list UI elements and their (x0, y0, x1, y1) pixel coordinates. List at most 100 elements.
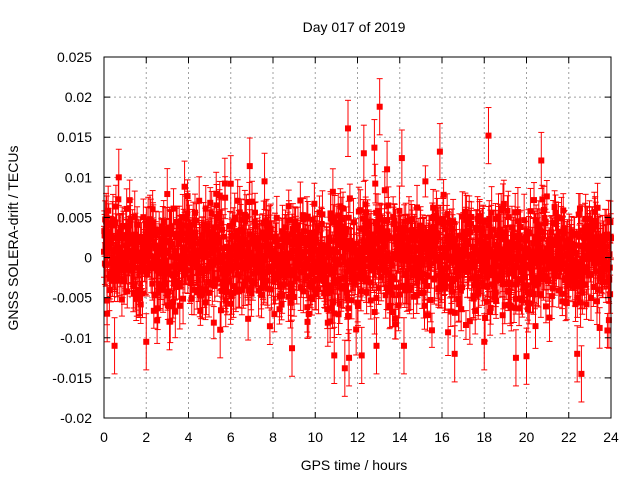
marker (168, 223, 175, 230)
marker (319, 211, 326, 218)
marker (128, 236, 135, 243)
marker (188, 295, 195, 302)
marker (123, 205, 130, 212)
data-point (372, 163, 379, 204)
data-point (271, 295, 278, 333)
marker (218, 220, 225, 227)
marker (190, 221, 197, 228)
data-point (184, 179, 191, 213)
marker (363, 289, 370, 296)
marker (245, 245, 252, 252)
marker (117, 264, 124, 271)
marker (134, 221, 141, 228)
marker (214, 223, 221, 230)
marker (176, 302, 183, 309)
data-point (335, 293, 342, 335)
marker (273, 238, 280, 245)
marker (335, 311, 342, 318)
marker (250, 235, 257, 242)
marker (116, 229, 123, 236)
marker (162, 230, 169, 237)
marker (227, 300, 234, 307)
marker (212, 231, 219, 238)
marker (152, 226, 159, 233)
marker (187, 280, 194, 287)
marker (203, 268, 210, 275)
marker (311, 200, 318, 207)
marker (243, 213, 250, 220)
marker (200, 221, 207, 228)
marker (127, 216, 134, 223)
marker (227, 267, 234, 274)
marker (118, 296, 125, 303)
marker (115, 256, 122, 263)
marker (154, 260, 161, 267)
marker (266, 323, 273, 330)
marker (244, 275, 251, 282)
marker (173, 270, 180, 277)
marker (172, 278, 179, 285)
marker (155, 289, 162, 296)
marker (304, 318, 311, 325)
marker (159, 223, 166, 230)
marker (114, 277, 121, 284)
marker (184, 267, 191, 274)
marker (206, 289, 213, 296)
marker (108, 234, 115, 241)
marker (329, 188, 336, 195)
marker (146, 248, 153, 255)
marker (183, 256, 190, 263)
marker (184, 193, 191, 200)
marker (157, 282, 164, 289)
marker (204, 250, 211, 257)
marker (143, 271, 150, 278)
data-point (176, 281, 183, 330)
marker (200, 247, 207, 254)
marker (113, 271, 120, 278)
marker (184, 210, 191, 217)
marker (273, 214, 280, 221)
marker (154, 317, 161, 324)
marker (263, 230, 270, 237)
data-point (154, 296, 161, 344)
marker (157, 260, 164, 267)
marker (204, 222, 211, 229)
marker (266, 220, 273, 227)
marker (178, 226, 185, 233)
data-point (210, 306, 217, 340)
marker (286, 217, 293, 224)
marker (109, 222, 116, 229)
marker (245, 315, 252, 322)
marker (160, 218, 167, 225)
data-point (266, 307, 273, 345)
marker (172, 308, 179, 315)
marker (163, 249, 170, 256)
marker (199, 232, 206, 239)
marker (330, 298, 337, 305)
marker (183, 246, 190, 253)
marker (249, 198, 256, 205)
marker (200, 254, 207, 261)
marker (238, 286, 245, 293)
marker (247, 249, 254, 256)
marker (305, 310, 312, 317)
marker (216, 192, 223, 199)
marker (193, 252, 200, 259)
marker (242, 218, 249, 225)
marker (246, 231, 253, 238)
marker (132, 231, 139, 238)
marker (207, 199, 214, 206)
marker (264, 277, 271, 284)
marker (239, 251, 246, 258)
marker (338, 216, 345, 223)
marker (126, 197, 133, 204)
marker (220, 278, 227, 285)
marker (196, 197, 203, 204)
marker (142, 268, 149, 275)
marker (268, 286, 275, 293)
marker (181, 183, 188, 190)
marker (259, 229, 266, 236)
marker (203, 225, 210, 232)
marker (236, 209, 243, 216)
marker (350, 219, 357, 226)
